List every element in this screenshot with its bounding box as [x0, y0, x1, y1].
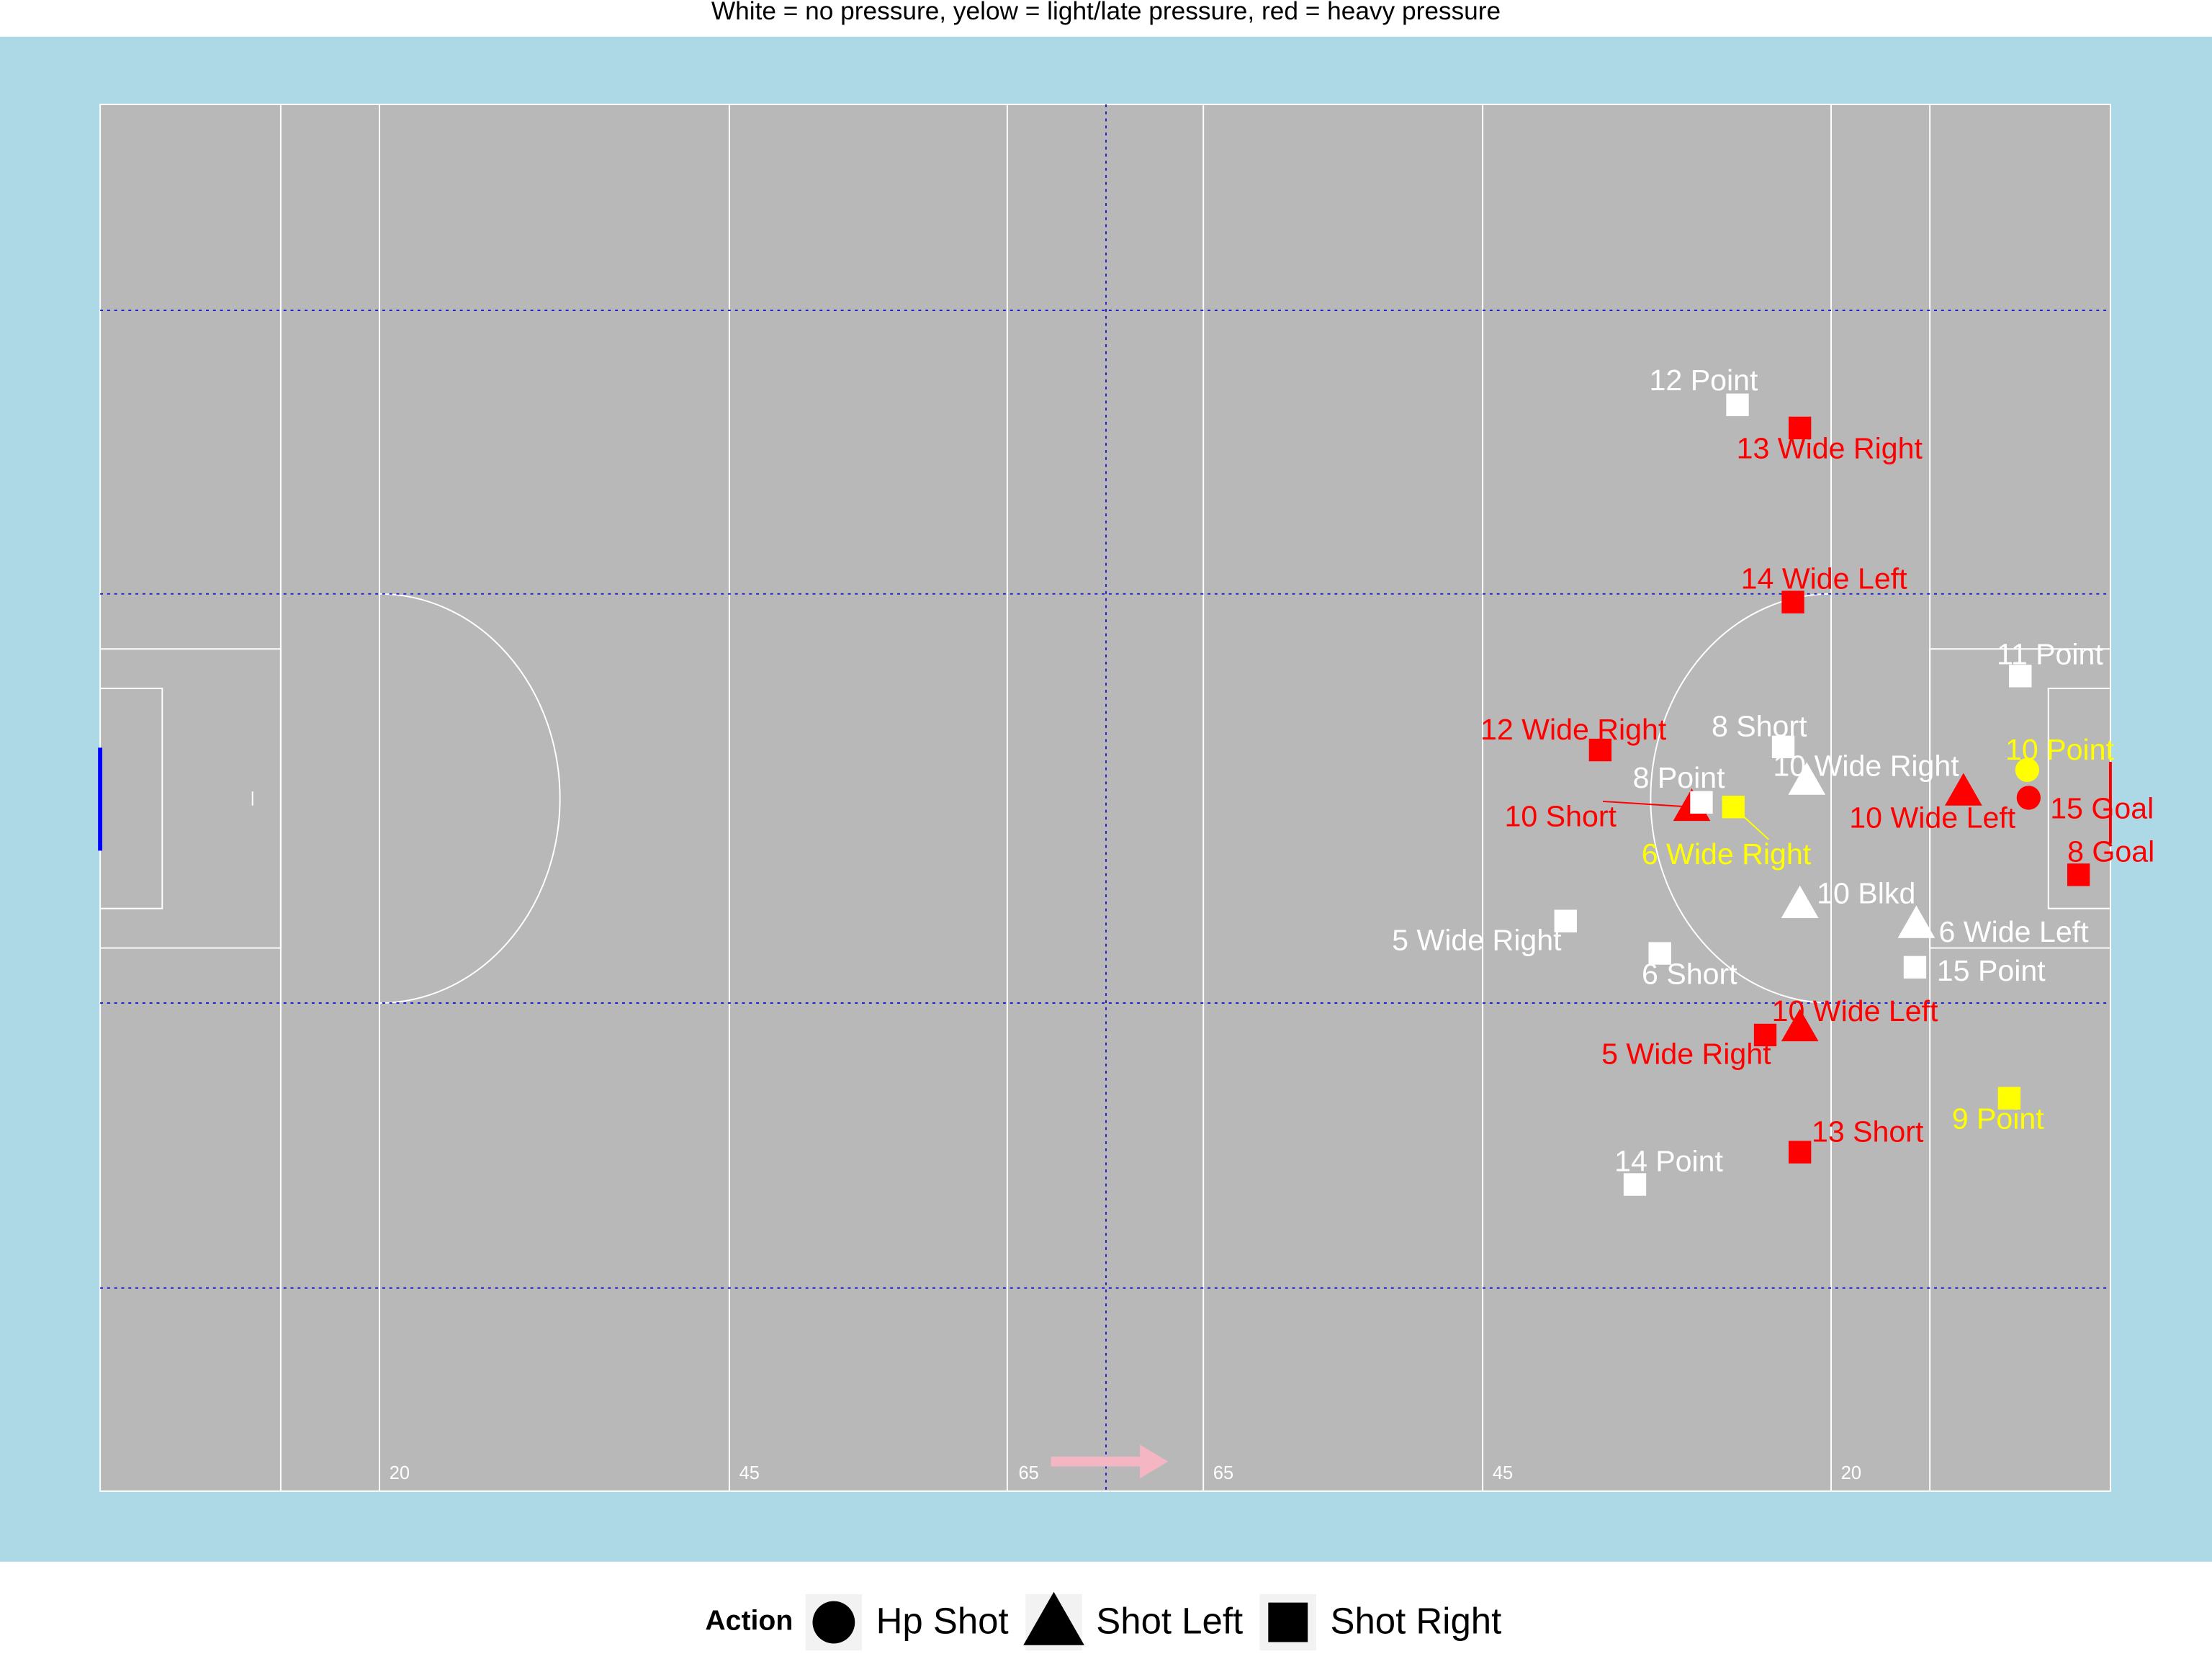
- point-label: 13 Short: [1812, 1115, 1924, 1148]
- points: 10 Point 15 Goal 10 Wide Right 10 Short 10 W…: [1392, 364, 2154, 1196]
- point-label: 10 Point: [2005, 733, 2114, 766]
- point-label: 8 Point: [1633, 761, 1726, 794]
- point-label: 15 Goal: [2050, 791, 2154, 824]
- point: [2067, 863, 2090, 886]
- point-label: 11 Point: [1997, 637, 2103, 670]
- pitch-marking: 45: [1493, 1463, 1513, 1483]
- point: [1648, 942, 1671, 965]
- point-label: 8 Goal: [2067, 835, 2154, 868]
- point: [1690, 791, 1713, 814]
- point: [1997, 1087, 2021, 1110]
- legend: Action Hp Shot Shot Left Shot Right: [705, 1591, 1502, 1651]
- point-label: 5 Wide Right: [1392, 923, 1562, 956]
- point: [2016, 786, 2041, 810]
- pitch-lines: [98, 104, 2112, 1491]
- point-label: 6 Wide Right: [1642, 837, 1812, 871]
- legend-title: Action: [705, 1605, 793, 1636]
- pitch-marking: 65: [1213, 1463, 1233, 1483]
- point: [1944, 773, 1982, 806]
- point: [1781, 590, 1804, 613]
- point: [1788, 416, 1812, 440]
- point-label: 14 Point: [1614, 1145, 1723, 1178]
- legend-label: Hp Shot: [876, 1600, 1009, 1641]
- point-label: 10 Wide Left: [1849, 801, 2015, 834]
- point: [1903, 956, 1927, 979]
- point: [1554, 909, 1577, 932]
- point-label: 12 Point: [1650, 364, 1758, 397]
- pitch-marking: 20: [390, 1463, 410, 1483]
- point-label: 10 Blkd: [1817, 877, 1915, 910]
- point-label: 15 Point: [1937, 954, 2046, 987]
- chart-title: White = no pressure, yelow = light/late …: [711, 0, 1501, 25]
- legend-swatch: [812, 1601, 855, 1644]
- pitch-marking: 65: [1019, 1463, 1039, 1483]
- point-label: 6 Short: [1642, 957, 1737, 990]
- point: [1781, 885, 1819, 918]
- point-label: 13 Wide Right: [1737, 432, 1923, 465]
- legend-swatch: [1268, 1602, 1308, 1642]
- point: [1623, 1173, 1647, 1196]
- pitch-marking: 45: [739, 1463, 760, 1483]
- point-label: 10 Short: [1505, 799, 1617, 832]
- point: [2009, 665, 2032, 688]
- point: [1897, 905, 1936, 938]
- point-label: 9 Point: [1952, 1102, 2045, 1135]
- point: [1588, 738, 1612, 762]
- point: [2015, 757, 2040, 783]
- point: [1788, 762, 1826, 795]
- point-label: 14 Wide Left: [1741, 562, 1907, 595]
- point-label: 8 Short: [1712, 710, 1807, 743]
- legend-label: Shot Left: [1096, 1600, 1243, 1641]
- point-label: 5 Wide Right: [1601, 1038, 1771, 1071]
- leader-line: [1602, 800, 1692, 808]
- point-label: 12 Wide Right: [1480, 713, 1667, 746]
- point: [1788, 1141, 1812, 1164]
- point: [1753, 1023, 1777, 1047]
- point-label: 6 Wide Left: [1939, 915, 2090, 948]
- point: [1771, 735, 1795, 758]
- legend-label: Shot Right: [1331, 1600, 1502, 1641]
- pitch-marking: 20: [1841, 1463, 1861, 1483]
- point: [1726, 393, 1749, 416]
- leader-line: [1732, 806, 1769, 840]
- legend-swatch: [1023, 1591, 1084, 1645]
- point: [1781, 1008, 1819, 1042]
- point-label: 10 Wide Right: [1773, 750, 1959, 783]
- point-label: 10 Wide Left: [1772, 994, 1938, 1028]
